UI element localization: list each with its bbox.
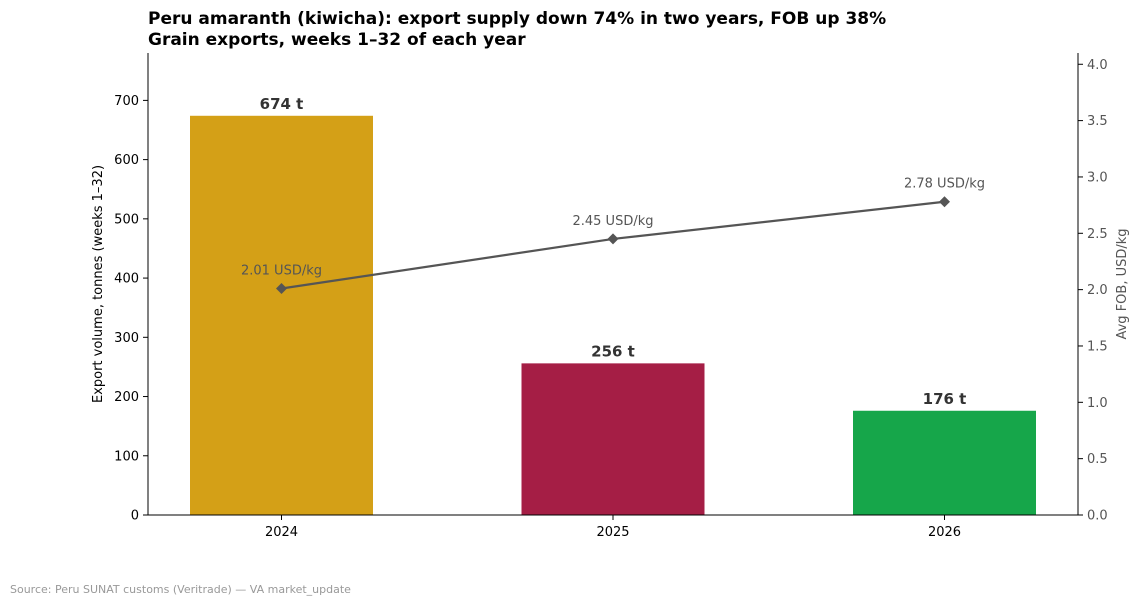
right-tick-label: 3.0 (1087, 170, 1108, 185)
fob-value-label-2024: 2.01 USD/kg (241, 264, 322, 279)
chart-title-line1: Peru amaranth (kiwicha): export supply d… (148, 9, 886, 29)
bar-label-group: 674 t 256 t 176 t (260, 95, 967, 408)
source-note: Source: Peru SUNAT customs (Veritrade) —… (10, 583, 351, 596)
bar-value-label-2024: 674 t (260, 95, 304, 113)
bar-value-label-2026: 176 t (923, 390, 967, 408)
fob-point-2025 (607, 233, 619, 245)
bar-2026 (853, 410, 1036, 515)
right-tick-group: 0.0 0.5 1.0 1.5 2.0 2.5 3.0 3.5 4.0 (1078, 58, 1108, 524)
right-tick-label: 2.5 (1087, 227, 1108, 242)
fob-point-2026 (939, 196, 950, 208)
right-tick-label: 1.5 (1087, 339, 1108, 354)
fob-line-group: 2.01 USD/kg 2.45 USD/kg 2.78 USD/kg (241, 177, 985, 295)
left-tick-label: 200 (114, 390, 139, 405)
right-tick-label: 2.0 (1087, 283, 1108, 298)
y-axis-label: Export volume, tonnes (weeks 1–32) (91, 165, 106, 403)
bar-group (190, 115, 1036, 516)
left-tick-label: 100 (114, 449, 139, 464)
right-tick-label: 4.0 (1087, 58, 1108, 73)
x-tick-label-2026: 2026 (928, 525, 961, 540)
fob-value-label-2025: 2.45 USD/kg (572, 214, 653, 229)
chart-title-line2: Grain exports, weeks 1–32 of each year (148, 30, 526, 50)
fob-value-label-2026: 2.78 USD/kg (904, 177, 985, 192)
fob-point-2024 (276, 283, 287, 295)
left-tick-label: 500 (114, 212, 139, 227)
left-tick-label: 700 (114, 94, 139, 109)
left-tick-label: 400 (114, 272, 139, 287)
y-axis-label-right: Avg FOB, USD/kg (1115, 228, 1130, 339)
left-tick-label: 300 (114, 331, 139, 346)
right-tick-label: 0.0 (1087, 509, 1108, 524)
left-tick-group: 0 100 200 300 400 500 600 700 (114, 94, 148, 524)
right-tick-label: 0.5 (1087, 452, 1108, 467)
x-tick-label-2024: 2024 (265, 525, 298, 540)
bar-value-label-2025: 256 t (591, 342, 635, 360)
right-tick-label: 1.0 (1087, 396, 1108, 411)
left-tick-label: 600 (114, 153, 139, 168)
right-tick-label: 3.5 (1087, 114, 1108, 129)
x-tick-label-2025: 2025 (596, 525, 629, 540)
x-tick-group: 2024 2025 2026 (265, 515, 961, 540)
bar-2025 (521, 363, 705, 515)
left-tick-label: 0 (131, 509, 139, 524)
bar-2024 (190, 115, 373, 516)
